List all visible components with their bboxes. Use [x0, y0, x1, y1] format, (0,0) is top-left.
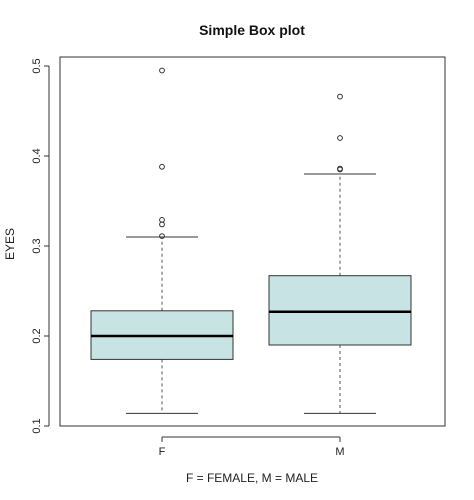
outlier-point [159, 163, 165, 170]
y-tick-label: 0.1 [31, 418, 43, 433]
y-tick-label: 0.5 [31, 58, 43, 73]
x-axis-label: F = FEMALE, M = MALE [186, 471, 318, 485]
outlier-point [337, 135, 343, 141]
x-tick-label: F [159, 446, 166, 458]
outlier-point [337, 165, 343, 172]
outlier-point [337, 93, 343, 100]
y-axis-label: EYES [3, 228, 17, 260]
outlier-point [159, 217, 165, 223]
chart-title: Simple Box plot [199, 22, 305, 38]
outlier-point [159, 233, 165, 240]
plot-frame [59, 56, 446, 427]
y-tick-label: 0.2 [31, 328, 43, 343]
y-tick-label: 0.4 [31, 148, 43, 163]
y-tick-label: 0.3 [31, 238, 43, 253]
x-tick-label: M [335, 446, 344, 458]
chart-marks-layer: 0.1 0.2 0.3 0.4 0.5 F M [31, 58, 412, 458]
box-body [268, 275, 412, 346]
outlier-point [159, 67, 165, 74]
